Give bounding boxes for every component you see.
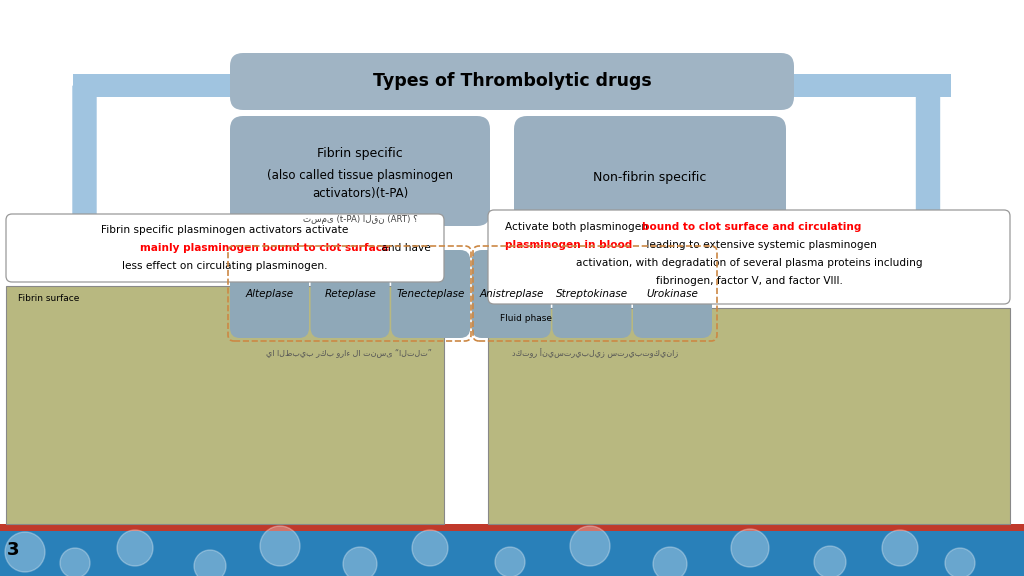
Text: Reteplase: Reteplase (325, 289, 376, 299)
Circle shape (260, 526, 300, 566)
Text: Activate both plasminogen: Activate both plasminogen (505, 222, 651, 232)
Text: Fluid phase: Fluid phase (500, 314, 552, 323)
Circle shape (117, 530, 153, 566)
Circle shape (814, 546, 846, 576)
FancyBboxPatch shape (310, 250, 389, 338)
Circle shape (343, 547, 377, 576)
FancyBboxPatch shape (230, 53, 794, 110)
Circle shape (5, 532, 45, 572)
FancyBboxPatch shape (514, 116, 786, 226)
Circle shape (60, 548, 90, 576)
FancyBboxPatch shape (633, 250, 712, 338)
Text: Types of Thrombolytic drugs: Types of Thrombolytic drugs (373, 73, 651, 90)
Bar (786, 74, 951, 97)
Text: Non-fibrin specific: Non-fibrin specific (593, 170, 707, 184)
Text: Anistreplase: Anistreplase (479, 289, 544, 299)
Circle shape (570, 526, 610, 566)
Text: تسمى (t-PA) القن (ART) ؟: تسمى (t-PA) القن (ART) ؟ (303, 214, 418, 223)
Circle shape (412, 530, 449, 566)
Text: دكتور أنيستريبليز ستريبتوكيناز: دكتور أنيستريبليز ستريبتوكيناز (512, 348, 678, 358)
Circle shape (194, 550, 226, 576)
FancyBboxPatch shape (472, 250, 551, 338)
FancyBboxPatch shape (6, 214, 444, 282)
Text: activators)(t-PA): activators)(t-PA) (312, 188, 409, 200)
Circle shape (495, 547, 525, 576)
Bar (0, 524, 1024, 576)
FancyBboxPatch shape (552, 250, 632, 338)
Text: Tenecteplase: Tenecteplase (396, 289, 465, 299)
Text: (also called tissue plasminogen: (also called tissue plasminogen (267, 169, 453, 181)
Text: leading to extensive systemic plasminogen: leading to extensive systemic plasminoge… (643, 240, 877, 250)
FancyBboxPatch shape (230, 116, 490, 226)
Bar (6, 286, 444, 524)
Text: 3: 3 (7, 541, 19, 559)
Text: less effect on circulating plasminogen.: less effect on circulating plasminogen. (122, 261, 328, 271)
FancyBboxPatch shape (488, 210, 1010, 304)
FancyArrow shape (901, 86, 955, 258)
Text: Fibrin specific: Fibrin specific (317, 147, 402, 161)
Circle shape (653, 547, 687, 576)
Text: Urokinase: Urokinase (646, 289, 698, 299)
Text: Fibrin specific plasminogen activators activate: Fibrin specific plasminogen activators a… (101, 225, 349, 235)
Text: activation, with degradation of several plasma proteins including: activation, with degradation of several … (575, 258, 923, 268)
Text: and have: and have (378, 243, 431, 253)
FancyBboxPatch shape (391, 250, 470, 338)
Text: Alteplase: Alteplase (246, 289, 294, 299)
Circle shape (945, 548, 975, 576)
FancyBboxPatch shape (230, 250, 309, 338)
Bar (73, 74, 238, 97)
Text: Fibrin surface: Fibrin surface (18, 294, 80, 303)
Text: يا الطبيب ركب وراء لا تنسى “التلت”: يا الطبيب ركب وراء لا تنسى “التلت” (266, 348, 432, 357)
Bar (488, 308, 1010, 524)
Text: Streptokinase: Streptokinase (556, 289, 628, 299)
Circle shape (731, 529, 769, 567)
FancyArrow shape (57, 86, 112, 258)
Text: mainly plasminogen bound to clot surface: mainly plasminogen bound to clot surface (140, 243, 389, 253)
Text: plasminogen in blood: plasminogen in blood (505, 240, 632, 250)
Circle shape (882, 530, 918, 566)
Text: bound to clot surface and circulating: bound to clot surface and circulating (642, 222, 861, 232)
Text: fibrinogen, factor V, and factor VIII.: fibrinogen, factor V, and factor VIII. (655, 276, 843, 286)
Bar (0, 524, 1024, 531)
